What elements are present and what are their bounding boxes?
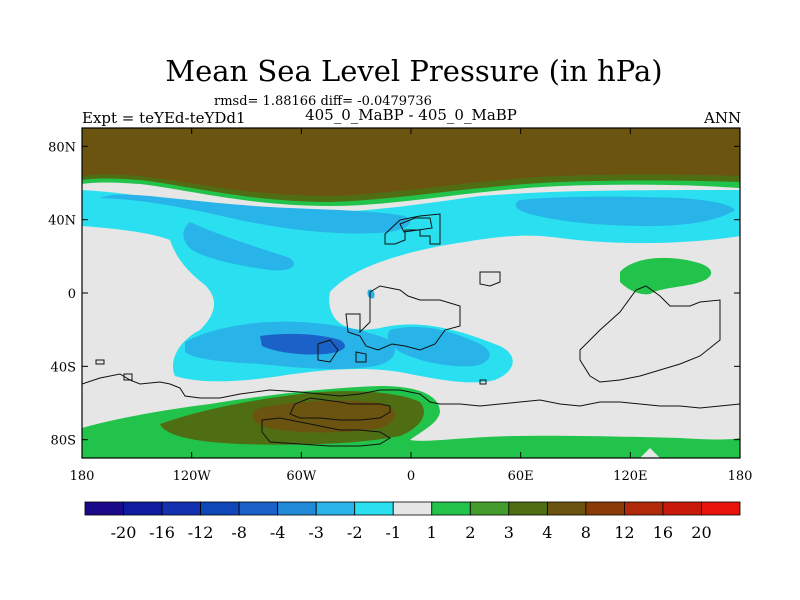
colorbar-swatch — [392, 501, 433, 516]
south-atlantic-core — [252, 400, 396, 433]
colorbar-swatch — [701, 501, 741, 516]
north-africa-outline — [479, 271, 501, 287]
indian-isle — [355, 351, 367, 363]
colorbar-swatch — [84, 501, 124, 516]
colorbar-label: -1 — [385, 523, 401, 542]
arctic-high — [82, 128, 740, 196]
colorbar-swatch — [546, 501, 587, 516]
colorbar-label: 1 — [427, 523, 437, 542]
south-america-coast — [345, 285, 461, 351]
colorbar-label: -4 — [270, 523, 286, 542]
coastlines — [82, 213, 740, 447]
africa-coast — [384, 213, 441, 245]
x-tick-label: 180 — [70, 469, 95, 484]
colorbar-label: 12 — [614, 523, 634, 542]
colorbar-label: -16 — [149, 523, 175, 542]
colorbar-label: -3 — [308, 523, 324, 542]
colorbar-swatch — [200, 501, 240, 516]
colorbar-swatch — [315, 501, 356, 516]
indian-ocean-core — [387, 326, 490, 367]
case-label: 405_0_MaBP - 405_0_MaBP — [305, 106, 517, 124]
colorbar-swatch — [354, 501, 394, 516]
colorbar-label: 8 — [581, 523, 591, 542]
y-tick-label: 40N — [48, 214, 76, 229]
colorbar-label: -20 — [111, 523, 137, 542]
chart-title: Mean Sea Level Pressure (in hPa) — [165, 54, 663, 88]
small-isle-3 — [479, 379, 487, 385]
north-pacific-low-core — [100, 194, 410, 234]
antarctica-coast — [82, 373, 740, 409]
colorbar-label: 20 — [691, 523, 711, 542]
antarctica-inner — [289, 397, 391, 421]
colorbar-label: 3 — [504, 523, 514, 542]
north-atlantic-low-core — [515, 196, 735, 226]
tropical-atlantic-blip — [367, 289, 375, 299]
colorbar-swatch — [123, 501, 163, 516]
sub-antarctic-isle — [317, 339, 339, 363]
colorbar-swatch — [585, 501, 625, 516]
colorbar-label: -8 — [231, 523, 247, 542]
colorbar-label: 16 — [653, 523, 673, 542]
antarctic-notch — [640, 448, 660, 458]
x-tick-label: 60W — [286, 469, 317, 484]
colorbar-swatch — [431, 501, 471, 516]
small-isle-2 — [123, 373, 133, 381]
australia-outline — [579, 285, 721, 383]
x-tick-label: 120E — [613, 469, 647, 484]
colorbar-swatch — [624, 501, 664, 516]
colorbar-swatch — [238, 501, 279, 516]
colorbar-swatch — [508, 501, 548, 516]
colorbar-swatch — [662, 501, 702, 516]
colorbar-swatch — [277, 501, 317, 516]
y-tick-label: 0 — [68, 287, 76, 302]
colorbar-label: -12 — [188, 523, 214, 542]
season-label: ANN — [704, 109, 742, 127]
y-tick-label: 80S — [51, 434, 76, 449]
small-isle-1 — [95, 359, 105, 365]
colorbar-swatch — [469, 501, 510, 516]
colorbar-label: 2 — [465, 523, 475, 542]
mid-atlantic-core — [183, 222, 294, 271]
europe-coast — [399, 217, 433, 233]
y-tick-label: 80N — [48, 140, 76, 155]
antarctic-peninsula — [261, 417, 391, 447]
experiment-label: Expt = teYEd-teYDd1 — [82, 109, 246, 127]
colorbar-label: 4 — [542, 523, 552, 542]
south-pacific-low-core — [260, 333, 345, 355]
colorbar-swatch — [161, 501, 201, 516]
east-pacific-patch — [620, 257, 712, 295]
x-tick-label: 120W — [173, 469, 212, 484]
x-tick-label: 180 — [728, 469, 753, 484]
colorbar-label: -2 — [347, 523, 363, 542]
x-tick-label: 0 — [407, 469, 415, 484]
x-tick-label: 60E — [508, 469, 534, 484]
stats-line: rmsd= 1.88166 diff= -0.0479736 — [214, 94, 432, 109]
y-tick-label: 40S — [51, 360, 76, 375]
